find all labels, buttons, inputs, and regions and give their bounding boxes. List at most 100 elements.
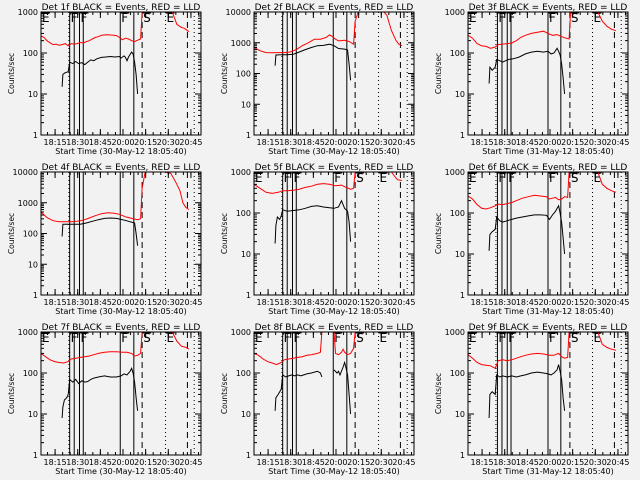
series-lld-line <box>597 12 617 32</box>
series-events-line <box>488 364 566 419</box>
x-tick-label: 18:45 <box>516 458 539 467</box>
x-tick-label: 20:15 <box>134 298 157 307</box>
plot-frame <box>253 171 415 296</box>
panel-title: Det 3f BLACK = Events, RED = LLD <box>469 3 628 13</box>
x-tick-label: 18:30 <box>279 458 302 467</box>
x-tick-label: 18:45 <box>89 138 112 147</box>
y-tick-label: 1 <box>246 131 251 140</box>
marker-label: S <box>356 331 364 345</box>
panel-det-6: Det 6f BLACK = Events, RED = LLDEFFFSE11… <box>434 163 629 316</box>
y-tick-label: 10 <box>455 90 465 99</box>
y-tick-label: 1000 <box>231 39 251 48</box>
plot-frame <box>40 171 202 296</box>
x-tick-label: 18:30 <box>66 298 89 307</box>
y-tick-label: 100 <box>23 49 38 58</box>
x-tick-label: 20:00 <box>538 298 561 307</box>
marker-label: E <box>380 171 388 185</box>
y-tick-label: 10000 <box>226 8 251 17</box>
x-tick-label: 18:15 <box>471 458 494 467</box>
plot-frame <box>467 171 629 296</box>
x-tick-label: 18:45 <box>302 138 325 147</box>
y-axis-label: Counts/sec <box>434 53 443 94</box>
marker-label: F <box>334 331 341 345</box>
x-tick-label: 20:30 <box>584 298 607 307</box>
panel-det-9: Det 9f BLACK = Events, RED = LLDEFFFSE11… <box>434 323 629 476</box>
marker-label: S <box>143 331 151 345</box>
marker-label: E <box>469 171 477 185</box>
y-tick-label: 1 <box>33 451 38 460</box>
y-tick-label: 1 <box>33 291 38 300</box>
marker-label: S <box>571 331 579 345</box>
marker-label: S <box>356 171 364 185</box>
x-tick-label: 20:15 <box>134 138 157 147</box>
x-tick-label: 18:15 <box>44 138 67 147</box>
series-lld-line <box>41 12 143 47</box>
panel-det-8: Det 8f BLACK = Events, RED = LLDEFFFSE11… <box>220 323 415 476</box>
x-tick-label: 18:30 <box>493 298 516 307</box>
series-events-line <box>61 366 139 419</box>
marker-label: F <box>549 171 556 185</box>
y-tick-label: 100 <box>450 49 465 58</box>
panel-det-5: Det 5f BLACK = Events, RED = LLDEFFFSE11… <box>220 163 415 316</box>
marker-label: F <box>121 331 128 345</box>
x-tick-label: 20:45 <box>179 298 202 307</box>
x-axis-label: Start Time (30-May-12 18:05:40) <box>268 307 399 316</box>
x-tick-label: 18:45 <box>516 138 539 147</box>
x-tick-label: 20:30 <box>157 458 180 467</box>
x-tick-label: 20:30 <box>584 138 607 147</box>
y-tick-label: 1000 <box>231 168 251 177</box>
x-tick-label: 18:30 <box>493 458 516 467</box>
x-axis-label: Start Time (30-May-12 18:05:40) <box>268 467 399 476</box>
x-tick-label: 20:15 <box>561 138 584 147</box>
y-tick-label: 1000 <box>18 328 38 337</box>
x-tick-label: 18:15 <box>44 458 67 467</box>
series-lld-line <box>468 332 570 370</box>
x-tick-label: 20:00 <box>111 298 134 307</box>
panel-det-4: Det 4f BLACK = Events, RED = LLD 1 10 100 10… <box>7 163 202 316</box>
y-tick-label: 1000 <box>231 328 251 337</box>
marker-label: F <box>549 11 556 25</box>
x-tick-label: 18:45 <box>89 458 112 467</box>
y-tick-label: 1000 <box>18 199 38 208</box>
y-tick-label: 100 <box>23 369 38 378</box>
y-tick-label: 10 <box>241 100 251 109</box>
series-lld-line <box>468 172 570 210</box>
x-tick-label: 18:30 <box>279 138 302 147</box>
y-tick-label: 1000 <box>445 328 465 337</box>
x-tick-label: 20:15 <box>561 298 584 307</box>
x-tick-label: 20:15 <box>561 458 584 467</box>
marker-label: F <box>293 331 300 345</box>
x-tick-label: 20:00 <box>324 138 347 147</box>
y-tick-label: 1 <box>460 451 465 460</box>
x-tick-label: 18:45 <box>302 458 325 467</box>
y-tick-label: 1 <box>460 291 465 300</box>
x-tick-label: 20:00 <box>538 458 561 467</box>
x-tick-label: 20:30 <box>370 298 393 307</box>
y-tick-label: 1 <box>246 291 251 300</box>
panel-det-3: Det 3f BLACK = Events, RED = LLDEFFFSE11… <box>434 3 629 156</box>
series-events-line <box>488 204 566 255</box>
marker-label: S <box>571 11 579 25</box>
panel-title: Det 6f BLACK = Events, RED = LLD <box>469 163 628 173</box>
marker-label: E <box>469 331 477 345</box>
x-axis-label: Start Time (30-May-12 18:05:40) <box>268 147 399 156</box>
panel-det-1: Det 1f BLACK = Events, RED = LLDEFFFSE11… <box>7 3 202 156</box>
marker-label: E <box>594 11 602 25</box>
y-axis-label: Counts/sec <box>434 213 443 254</box>
x-tick-label: 20:45 <box>392 458 415 467</box>
x-tick-label: 20:00 <box>324 298 347 307</box>
marker-label: E <box>469 11 477 25</box>
y-tick-label: 100 <box>450 209 465 218</box>
series-lld-line <box>41 332 143 364</box>
plot-frame <box>467 11 629 136</box>
marker-label: S <box>571 171 579 185</box>
series-lld-line <box>171 12 190 33</box>
x-tick-label: 20:45 <box>392 298 415 307</box>
x-tick-label: 20:00 <box>111 458 134 467</box>
y-tick-label: 100 <box>236 369 251 378</box>
marker-label: E <box>594 331 602 345</box>
plot-frame <box>40 11 202 136</box>
marker-label: F <box>334 171 341 185</box>
marker-label: E <box>42 331 50 345</box>
